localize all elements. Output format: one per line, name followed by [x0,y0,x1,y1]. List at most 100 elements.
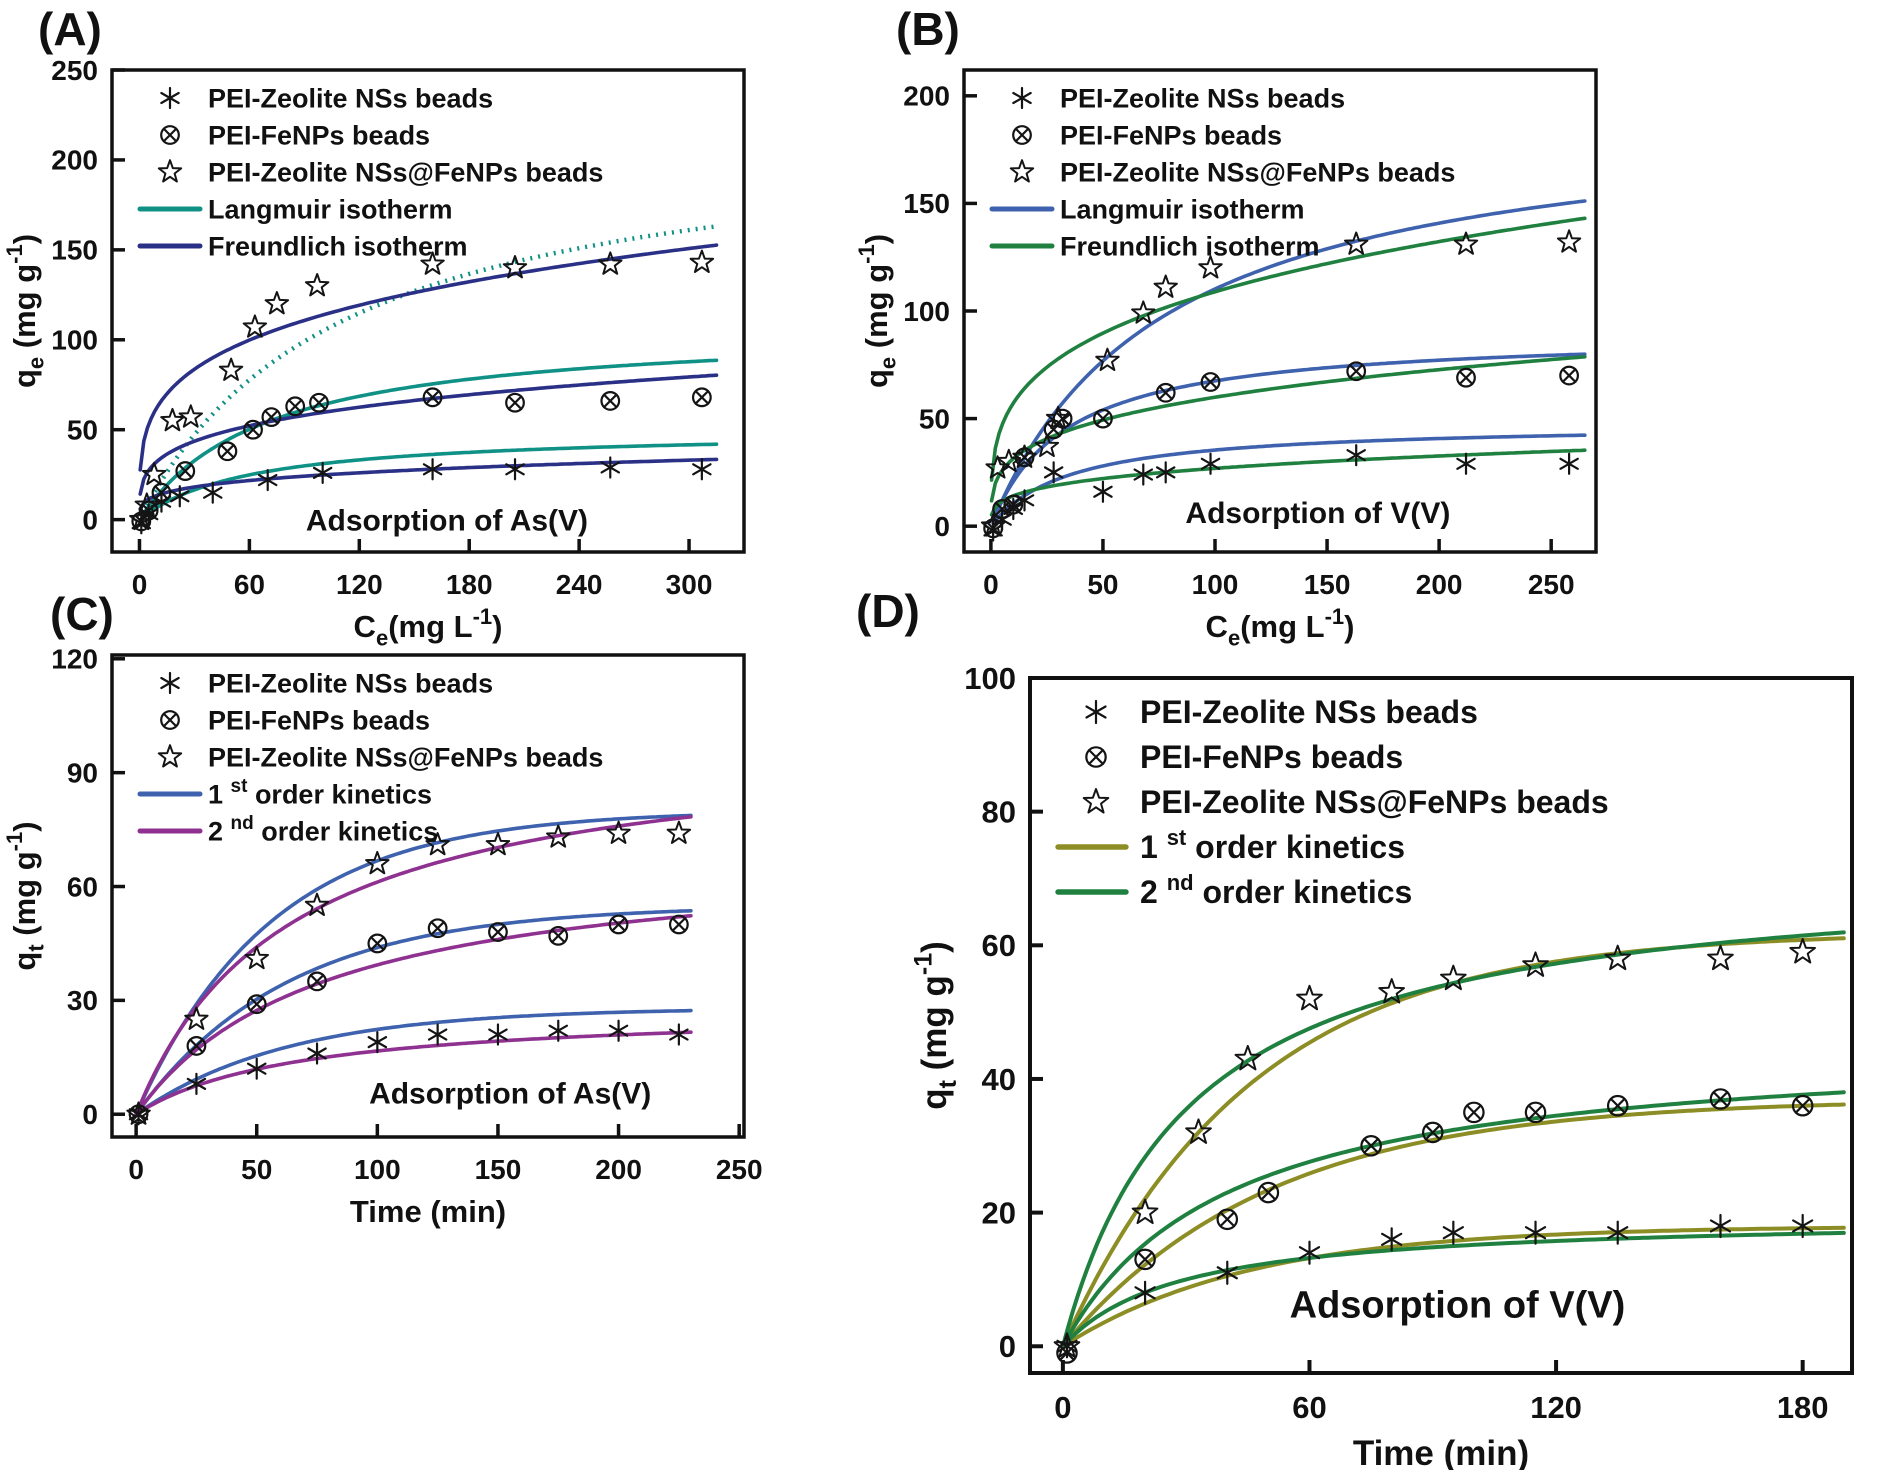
panel-a-label: (A) [38,3,102,55]
y-tick-label: 250 [51,55,98,86]
curve [134,914,693,1116]
curve [991,433,1587,526]
panel-b: (B) 0 50 100 150 200 250 0 50 100 150 200 Ce(mg L-1… [852,0,1662,665]
x-axis-title: Time (min) [1353,1434,1529,1470]
legend-label: PEI-Zeolite NSs@FeNPs beads [1140,784,1609,820]
legend-label: PEI-FeNPs beads [208,705,430,735]
series-star [126,820,692,1125]
curve [141,358,719,516]
x-tick-label: 100 [354,1154,401,1185]
y-tick-label: 90 [67,757,98,788]
x-axis-title: Ce(mg L-1) [354,604,503,651]
legend: PEI-Zeolite NSs beads PEI-FeNPs beads PEI-… [137,83,603,261]
x-axis: 0 60 120 180 [1054,1360,1829,1425]
chart-svg-D: 0 60 120 180 0 20 40 60 80 100 Time (min) qt (mg g-… [909,661,1854,1470]
x-tick-label: 200 [1416,569,1463,600]
y-axis-title: qt (mg g-1) [909,941,962,1110]
x-tick-label: 50 [241,1154,272,1185]
axes-box [110,653,746,1139]
y-axis: 0 20 40 60 80 100 [964,661,1043,1364]
curve [134,815,693,1116]
y-axis: 0 30 60 90 120 [51,644,125,1130]
curve [138,457,719,511]
x-axis: 0 50 100 150 200 250 [128,1124,763,1185]
panel-d-label: (D) [856,585,920,637]
x-axis-title: Time (min) [350,1194,506,1229]
annotation: Adsorption of V(V) [1290,1284,1626,1326]
series-star [1053,938,1816,1358]
x-tick-label: 60 [1292,1390,1326,1425]
legend: PEI-Zeolite NSs beads PEI-FeNPs beads PEI-… [1055,694,1609,910]
y-tick-label: 0 [82,504,98,535]
curve [1060,1230,1846,1349]
y-tick-label: 20 [982,1195,1016,1230]
y-tick-label: 150 [51,235,98,266]
panel-c: (C) 0 50 100 150 200 250 0 30 60 90 120 Time (min) q… [0,585,810,1255]
axes-box [110,68,746,554]
x-tick-label: 250 [1528,569,1575,600]
legend-label: PEI-Zeolite NSs beads [1140,694,1478,730]
series-circle-x [983,361,1580,539]
x-tick-label: 0 [128,1154,144,1185]
y-tick-label: 120 [51,644,98,675]
x-tick-label: 100 [1192,569,1239,600]
curve [991,199,1587,523]
y-axis: 0 50 100 150 200 250 [51,55,125,535]
x-tick-label: 180 [446,569,493,600]
legend-label: PEI-FeNPs beads [1060,120,1282,150]
x-tick-label: 0 [132,569,148,600]
x-tick-label: 0 [1054,1390,1071,1425]
y-tick-label: 60 [67,871,98,902]
y-tick-label: 80 [982,795,1016,830]
curve [1060,1102,1846,1349]
y-axis: 0 50 100 150 200 [903,81,977,542]
y-tick-label: 0 [82,1099,98,1130]
legend-label: Freundlich isotherm [208,231,468,261]
y-axis-title: qe (mg g-1) [2,234,49,388]
legend-label: 1 st order kinetics [208,776,432,809]
x-tick-label: 0 [983,569,999,600]
series-star [129,249,715,531]
legend-label: PEI-Zeolite NSs@FeNPs beads [208,157,603,187]
legend-label: PEI-Zeolite NSs beads [208,83,493,113]
series-asterisk [128,1019,689,1126]
y-axis-title: qe (mg g-1) [854,234,901,388]
x-tick-label: 60 [234,569,265,600]
legend-label: PEI-Zeolite NSs@FeNPs beads [208,742,603,772]
legend-label: PEI-FeNPs beads [208,120,430,150]
axes-box [1028,676,1854,1375]
series-circle-x [128,914,689,1125]
legend-label: PEI-Zeolite NSs beads [1060,83,1345,113]
curve [138,243,719,472]
curve [989,355,1587,503]
legend-label: 2 nd order kinetics [1140,870,1412,910]
chart-svg-C: 0 50 100 150 200 250 0 30 60 90 120 Time (min) qt (m… [2,644,763,1229]
y-tick-label: 50 [919,403,950,434]
series-circle-x [1056,1088,1814,1364]
panel-c-label: (C) [50,588,114,640]
panel-a-chart: 0 60 120 180 240 300 0 50 100 150 200 250 Ce(mg L-1)… [0,0,810,665]
panel-a: (A) 0 60 120 180 240 300 0 50 100 150 200 250 Ce(mg … [0,0,810,665]
panel-b-chart: 0 50 100 150 200 250 0 50 100 150 200 Ce(mg L-1) qe … [852,0,1662,665]
legend-label: Freundlich isotherm [1060,231,1320,261]
chart-svg-B: 0 50 100 150 200 250 0 50 100 150 200 Ce(mg L-1) qe … [854,68,1598,651]
y-tick-label: 0 [934,511,950,542]
curve [1060,1090,1846,1349]
x-tick-label: 120 [1530,1390,1582,1425]
y-tick-label: 50 [67,415,98,446]
curve [134,1030,693,1116]
x-tick-label: 180 [1777,1390,1829,1425]
curve [134,909,693,1116]
x-tick-label: 250 [716,1154,763,1185]
curve [989,216,1587,482]
legend-label: PEI-FeNPs beads [1140,739,1403,775]
legend-label: 2 nd order kinetics [208,813,438,846]
panel-d-chart: 0 60 120 180 0 20 40 60 80 100 Time (min) qt (mg g-… [850,578,1897,1470]
curve [138,373,719,496]
x-tick-label: 150 [1304,569,1351,600]
fit-curves [138,224,719,519]
annotation: Adsorption of As(V) [306,504,588,537]
x-axis: 0 60 120 180 240 300 [132,539,712,600]
fit-curves [134,813,693,1116]
